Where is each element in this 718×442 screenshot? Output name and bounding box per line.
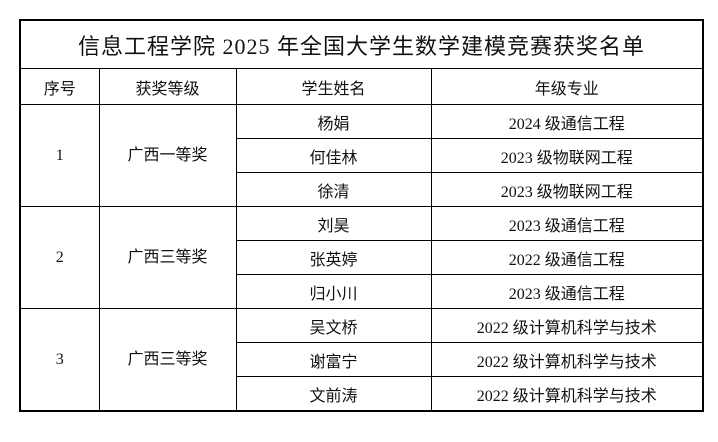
column-header-student-name: 学生姓名 bbox=[235, 68, 432, 105]
table-row: 徐清 2023 级物联网工程 bbox=[20, 172, 704, 207]
table-header-row: 序号 获奖等级 学生姓名 年级专业 bbox=[19, 68, 704, 105]
group-index: 3 bbox=[19, 308, 100, 412]
group-index: 2 bbox=[19, 206, 100, 309]
student-major: 2024 级通信工程 bbox=[430, 104, 704, 139]
student-name: 张英婷 bbox=[235, 240, 432, 275]
student-name: 徐清 bbox=[235, 172, 432, 207]
student-major: 2022 级通信工程 bbox=[430, 240, 704, 275]
student-major: 2022 级计算机科学与技术 bbox=[430, 308, 704, 343]
table-row: 文前涛 2022 级计算机科学与技术 bbox=[20, 376, 704, 412]
student-name: 刘昊 bbox=[235, 206, 432, 241]
table-title-row: 信息工程学院 2025 年全国大学生数学建模竞赛获奖名单 bbox=[19, 19, 704, 69]
award-list-table: 信息工程学院 2025 年全国大学生数学建模竞赛获奖名单 序号 获奖等级 学生姓… bbox=[19, 19, 705, 412]
student-name: 归小川 bbox=[235, 274, 432, 309]
group-award: 广西一等奖 bbox=[98, 104, 237, 207]
student-name: 文前涛 bbox=[235, 376, 432, 412]
student-major: 2023 级物联网工程 bbox=[430, 172, 704, 207]
table-row: 归小川 2023 级通信工程 bbox=[20, 274, 704, 309]
table-row: 张英婷 2022 级通信工程 bbox=[20, 240, 704, 275]
student-name: 杨娟 bbox=[235, 104, 432, 139]
group-index: 1 bbox=[19, 104, 100, 207]
column-header-grade-major: 年级专业 bbox=[430, 68, 704, 105]
student-name: 何佳林 bbox=[235, 138, 432, 173]
page-title: 信息工程学院 2025 年全国大学生数学建模竞赛获奖名单 bbox=[19, 19, 704, 69]
column-header-index: 序号 bbox=[19, 68, 100, 105]
student-major: 2022 级计算机科学与技术 bbox=[430, 376, 704, 412]
table-row: 1 广西一等奖 杨娟 2024 级通信工程 bbox=[19, 104, 704, 207]
table-row: 何佳林 2023 级物联网工程 bbox=[20, 138, 704, 173]
table-row: 谢富宁 2022 级计算机科学与技术 bbox=[20, 342, 704, 377]
student-name: 谢富宁 bbox=[235, 342, 432, 377]
column-header-award: 获奖等级 bbox=[98, 68, 237, 105]
student-major: 2022 级计算机科学与技术 bbox=[430, 342, 704, 377]
group-award: 广西三等奖 bbox=[98, 308, 237, 412]
student-major: 2023 级物联网工程 bbox=[430, 138, 704, 173]
group-award: 广西三等奖 bbox=[98, 206, 237, 309]
student-major: 2023 级通信工程 bbox=[430, 274, 704, 309]
table-row: 3 广西三等奖 吴文桥 2022 级计算机科学与技术 bbox=[19, 308, 704, 412]
student-name: 吴文桥 bbox=[235, 308, 432, 343]
student-major: 2023 级通信工程 bbox=[430, 206, 704, 241]
table-row: 2 广西三等奖 刘昊 2023 级通信工程 bbox=[19, 206, 704, 309]
